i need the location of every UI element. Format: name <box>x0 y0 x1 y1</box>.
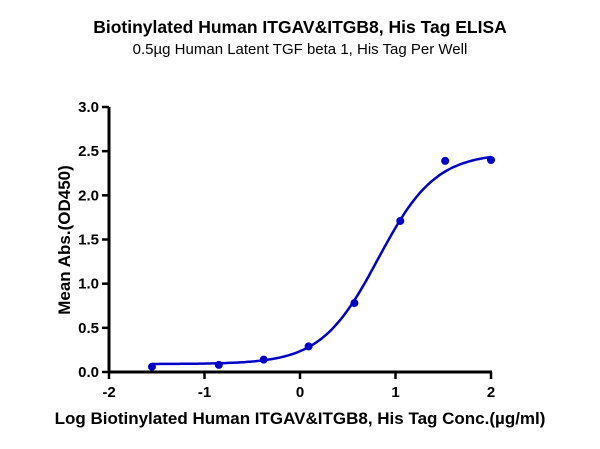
data-point <box>441 156 450 165</box>
chart-subtitle: 0.5µg Human Latent TGF beta 1, His Tag P… <box>132 41 468 58</box>
x-tick-label: -2 <box>102 384 115 401</box>
chart-title: Biotinylated Human ITGAV&ITGB8, His Tag … <box>93 17 507 37</box>
x-axis-label: Log Biotinylated Human ITGAV&ITGB8, His … <box>55 409 546 428</box>
x-tick-label: 1 <box>391 384 399 401</box>
fit-curve <box>152 155 492 366</box>
y-tick-label: 3.0 <box>78 99 99 116</box>
data-point <box>396 216 405 225</box>
data-point <box>259 355 268 364</box>
data-point <box>147 362 156 371</box>
y-tick-label: 0.5 <box>78 320 99 337</box>
data-point <box>350 299 359 308</box>
data-point <box>304 342 313 351</box>
x-tick-label: 0 <box>296 384 304 401</box>
y-tick-label: 1.5 <box>78 232 99 249</box>
data-point <box>214 360 223 369</box>
y-tick-label: 2.0 <box>78 187 99 204</box>
y-tick-label: 2.5 <box>78 143 99 160</box>
data-points <box>147 156 495 371</box>
y-axis-label: Mean Abs.(OD450) <box>55 165 74 315</box>
data-point <box>487 156 495 164</box>
x-tick-label: 2 <box>487 384 495 401</box>
y-tick-label: 0.0 <box>78 364 99 381</box>
axes: 0.0 0.5 1.0 1.5 2.0 2.5 3.0 -2 -1 0 1 2 <box>78 99 495 401</box>
y-tick-label: 1.0 <box>78 276 99 293</box>
x-tick-label: -1 <box>198 384 211 401</box>
